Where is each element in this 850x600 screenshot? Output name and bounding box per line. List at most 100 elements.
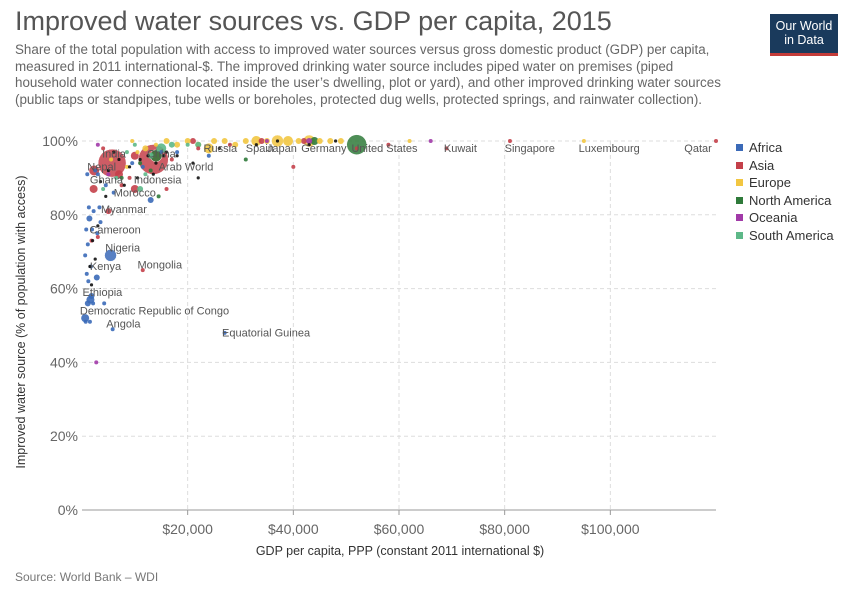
- data-point[interactable]: [291, 164, 296, 169]
- data-point[interactable]: [111, 190, 116, 195]
- data-point[interactable]: [90, 227, 95, 232]
- data-point[interactable]: [354, 146, 359, 151]
- data-point[interactable]: [83, 319, 88, 324]
- data-point[interactable]: [156, 194, 161, 199]
- data-point[interactable]: [275, 139, 280, 143]
- data-point[interactable]: [407, 139, 412, 143]
- legend-item[interactable]: Asia: [736, 157, 834, 175]
- data-point[interactable]: [428, 139, 433, 143]
- data-point[interactable]: [206, 153, 211, 158]
- data-point[interactable]: [95, 231, 100, 236]
- data-point[interactable]: [254, 143, 258, 147]
- data-point[interactable]: [153, 142, 158, 147]
- data-point[interactable]: [196, 176, 200, 180]
- data-point[interactable]: [97, 148, 127, 178]
- owid-logo[interactable]: Our World in Data: [770, 14, 838, 56]
- data-point[interactable]: [86, 215, 93, 222]
- legend-item[interactable]: North America: [736, 192, 834, 210]
- data-point[interactable]: [87, 319, 92, 324]
- data-point[interactable]: [104, 194, 108, 198]
- data-point[interactable]: [110, 327, 115, 332]
- data-point[interactable]: [124, 150, 129, 155]
- data-point[interactable]: [138, 157, 142, 162]
- data-point[interactable]: [132, 142, 137, 147]
- data-point[interactable]: [95, 172, 100, 177]
- data-point[interactable]: [104, 249, 117, 262]
- data-point[interactable]: [84, 300, 91, 307]
- data-point[interactable]: [175, 150, 180, 155]
- data-point[interactable]: [221, 138, 228, 144]
- data-point[interactable]: [444, 146, 449, 151]
- data-point[interactable]: [147, 197, 154, 204]
- data-point[interactable]: [106, 172, 111, 177]
- data-point[interactable]: [581, 139, 586, 143]
- data-point[interactable]: [164, 150, 169, 154]
- data-point[interactable]: [148, 168, 153, 173]
- data-point[interactable]: [156, 143, 167, 154]
- data-point[interactable]: [316, 138, 323, 144]
- data-point[interactable]: [85, 172, 90, 177]
- data-point[interactable]: [147, 152, 154, 159]
- data-point[interactable]: [154, 161, 158, 165]
- legend-item[interactable]: Oceania: [736, 209, 834, 227]
- data-point[interactable]: [93, 257, 97, 261]
- data-point[interactable]: [109, 157, 114, 162]
- data-point[interactable]: [264, 139, 269, 143]
- data-point[interactable]: [85, 242, 90, 247]
- data-point[interactable]: [96, 224, 100, 228]
- data-point[interactable]: [119, 183, 124, 188]
- data-point[interactable]: [119, 175, 124, 180]
- data-point[interactable]: [137, 185, 144, 192]
- data-point[interactable]: [507, 139, 512, 143]
- data-point[interactable]: [142, 145, 149, 152]
- data-point[interactable]: [114, 175, 119, 180]
- data-point[interactable]: [164, 186, 169, 191]
- data-point[interactable]: [102, 301, 107, 306]
- data-point[interactable]: [211, 138, 218, 144]
- legend-item[interactable]: South America: [736, 227, 834, 245]
- data-point[interactable]: [101, 146, 106, 151]
- data-point[interactable]: [334, 139, 338, 143]
- data-point[interactable]: [101, 186, 106, 191]
- data-point[interactable]: [162, 154, 166, 158]
- data-point[interactable]: [84, 227, 89, 232]
- data-point[interactable]: [159, 150, 164, 155]
- data-point[interactable]: [169, 157, 174, 162]
- data-point[interactable]: [93, 168, 98, 173]
- data-point[interactable]: [91, 301, 96, 306]
- data-point[interactable]: [117, 157, 121, 162]
- data-point[interactable]: [130, 184, 139, 193]
- data-point[interactable]: [146, 154, 150, 158]
- data-point[interactable]: [86, 205, 91, 210]
- data-point[interactable]: [140, 164, 145, 169]
- data-point[interactable]: [124, 164, 129, 169]
- legend-item[interactable]: Africa: [736, 139, 834, 157]
- data-point[interactable]: [258, 138, 265, 144]
- data-point[interactable]: [337, 138, 344, 144]
- data-point[interactable]: [189, 138, 196, 144]
- data-point[interactable]: [81, 314, 90, 323]
- data-point[interactable]: [168, 141, 175, 148]
- data-point[interactable]: [89, 283, 94, 287]
- data-point[interactable]: [138, 161, 143, 166]
- data-point[interactable]: [227, 142, 232, 147]
- data-point[interactable]: [93, 274, 100, 281]
- data-point[interactable]: [135, 176, 140, 180]
- data-point[interactable]: [98, 179, 103, 184]
- data-point[interactable]: [386, 142, 391, 147]
- data-point[interactable]: [112, 150, 116, 154]
- data-point[interactable]: [135, 150, 140, 155]
- data-point[interactable]: [127, 175, 132, 180]
- data-point[interactable]: [140, 268, 145, 273]
- data-point[interactable]: [122, 183, 126, 187]
- data-point[interactable]: [295, 138, 302, 144]
- data-point[interactable]: [310, 137, 319, 145]
- data-point[interactable]: [89, 184, 98, 193]
- data-point[interactable]: [283, 136, 294, 146]
- data-point[interactable]: [105, 208, 112, 215]
- data-point[interactable]: [95, 234, 100, 239]
- data-point[interactable]: [196, 146, 201, 151]
- data-point[interactable]: [103, 183, 108, 188]
- data-point[interactable]: [130, 161, 135, 166]
- data-point[interactable]: [300, 138, 307, 144]
